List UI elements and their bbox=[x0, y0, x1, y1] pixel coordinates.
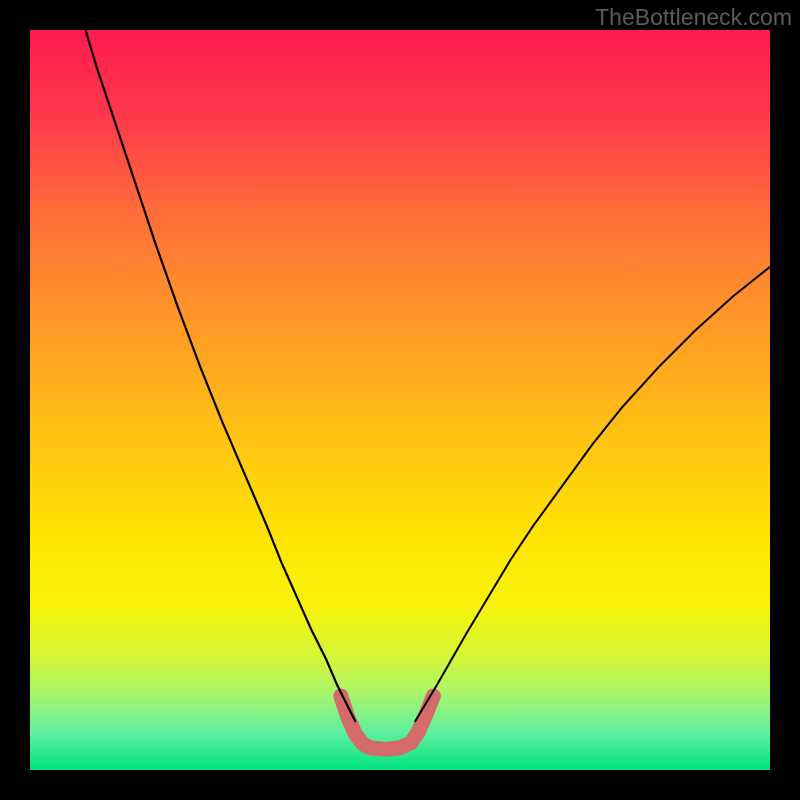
bottleneck-chart bbox=[0, 0, 800, 800]
plot-background bbox=[30, 30, 770, 770]
chart-container: TheBottleneck.com bbox=[0, 0, 800, 800]
watermark-text: TheBottleneck.com bbox=[595, 4, 792, 31]
